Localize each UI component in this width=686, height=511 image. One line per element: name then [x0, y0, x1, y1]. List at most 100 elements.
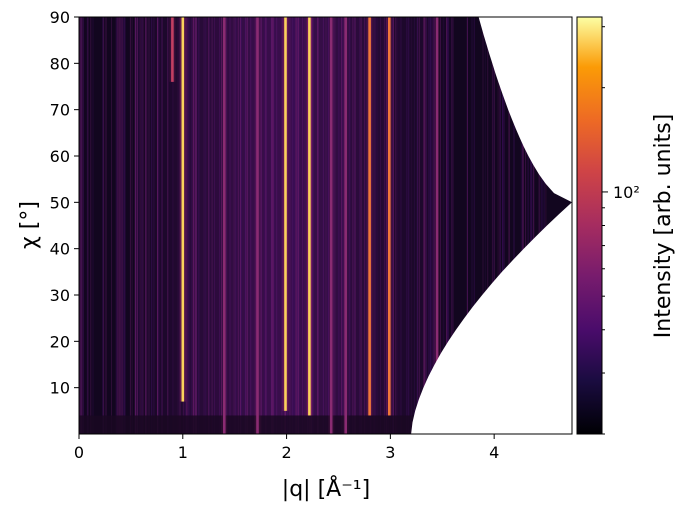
noise-streak	[446, 17, 447, 434]
masked-region	[411, 17, 572, 434]
noise-streak	[541, 17, 543, 434]
colorbar-major-tick-label: 10²	[613, 183, 640, 202]
noise-streak	[349, 17, 351, 434]
diffuse-band	[416, 17, 423, 434]
diffuse-band	[234, 17, 241, 434]
noise-streak	[538, 17, 540, 434]
diffuse-band	[229, 17, 236, 434]
noise-streak	[80, 17, 82, 434]
noise-streak	[545, 17, 547, 434]
noise-streak	[530, 17, 532, 434]
noise-streak	[513, 17, 515, 434]
noise-streak	[365, 17, 367, 434]
diffuse-band	[162, 17, 169, 434]
noise-streak	[299, 17, 301, 434]
noise-streak	[148, 17, 150, 434]
ring-line	[256, 17, 259, 434]
noise-streak	[484, 17, 486, 434]
noise-streak	[289, 17, 291, 434]
noise-streak	[205, 17, 207, 434]
colorbar-gradient	[576, 16, 603, 435]
noise-streak	[198, 17, 200, 434]
noise-streak	[539, 17, 541, 434]
ring-line	[284, 17, 287, 411]
noise-streak	[295, 17, 297, 434]
noise-streak	[189, 17, 191, 434]
diffuse-band	[198, 17, 205, 434]
noise-streak	[289, 17, 291, 434]
noise-streak	[508, 17, 510, 434]
noise-streak	[240, 17, 242, 434]
noise-streak	[419, 17, 421, 434]
axes: 0 1 2 3 4 10 20 30 40 50 60 70 80 90	[50, 8, 573, 462]
noise-streak	[194, 17, 196, 434]
noise-streak	[392, 17, 394, 434]
noise-streak	[90, 17, 92, 434]
noise-streak	[115, 17, 117, 434]
y-tick-label: 80	[50, 54, 70, 73]
noise-streak	[407, 17, 409, 434]
noise-streak	[226, 17, 227, 434]
noise-streak	[491, 17, 493, 434]
diffuse-band	[167, 17, 174, 434]
noise-streak	[417, 17, 419, 434]
diffuse-band	[374, 17, 381, 434]
noise-streak	[193, 17, 195, 434]
noise-streak	[466, 17, 468, 434]
noise-streak	[296, 17, 298, 434]
noise-streak	[195, 17, 197, 434]
y-axis-label: χ [°]	[17, 201, 42, 249]
diffuse-band	[431, 17, 439, 434]
noise-streak	[325, 17, 327, 434]
noise-streak	[151, 17, 153, 434]
diffuse-band	[271, 17, 278, 434]
x-tick-label: 2	[281, 443, 291, 462]
noise-streak	[528, 17, 530, 434]
diffuse-band	[411, 17, 418, 434]
noise-streak	[317, 17, 319, 434]
noise-streak	[145, 17, 147, 434]
noise-streak	[116, 17, 118, 434]
ring-line	[171, 17, 174, 82]
noise-streak	[86, 17, 88, 434]
noise-streak	[426, 17, 428, 434]
noise-streak	[360, 17, 362, 434]
noise-streak	[158, 17, 160, 434]
noise-streak	[235, 17, 237, 434]
noise-streak	[522, 17, 524, 434]
noise-streak	[87, 17, 89, 434]
noise-streak	[82, 17, 84, 434]
y-tick-label: 10	[50, 379, 70, 398]
noise-streak	[430, 17, 432, 434]
noise-streak	[186, 17, 188, 434]
diffuse-band	[405, 17, 413, 434]
ring-line	[344, 17, 347, 434]
noise-streak	[467, 17, 468, 434]
noise-streak	[304, 17, 306, 434]
diffuse-band	[182, 17, 189, 434]
diffuse-band	[265, 17, 273, 434]
noise-streak	[271, 17, 273, 434]
noise-streak	[451, 17, 453, 434]
noise-streak	[134, 17, 136, 434]
noise-streak	[119, 17, 121, 434]
noise-streak	[443, 17, 445, 434]
noise-streak	[509, 17, 510, 434]
noise-streak	[310, 17, 312, 434]
noise-streak	[499, 17, 501, 434]
diffuse-band	[447, 17, 454, 434]
diffuse-band	[141, 17, 148, 434]
noise-streak	[184, 17, 186, 434]
noise-streak	[493, 17, 495, 434]
y-tick-label: 60	[50, 147, 70, 166]
y-tick-label: 40	[50, 240, 70, 259]
noise-streak	[82, 17, 84, 434]
diffuse-band	[172, 17, 179, 434]
noise-streak	[160, 17, 162, 434]
diffuse-band	[239, 17, 247, 434]
noise-streak	[123, 17, 125, 434]
x-tick-label: 0	[74, 443, 84, 462]
noise-streak	[188, 17, 190, 434]
ring-line	[435, 17, 439, 434]
noise-streak	[440, 17, 441, 434]
